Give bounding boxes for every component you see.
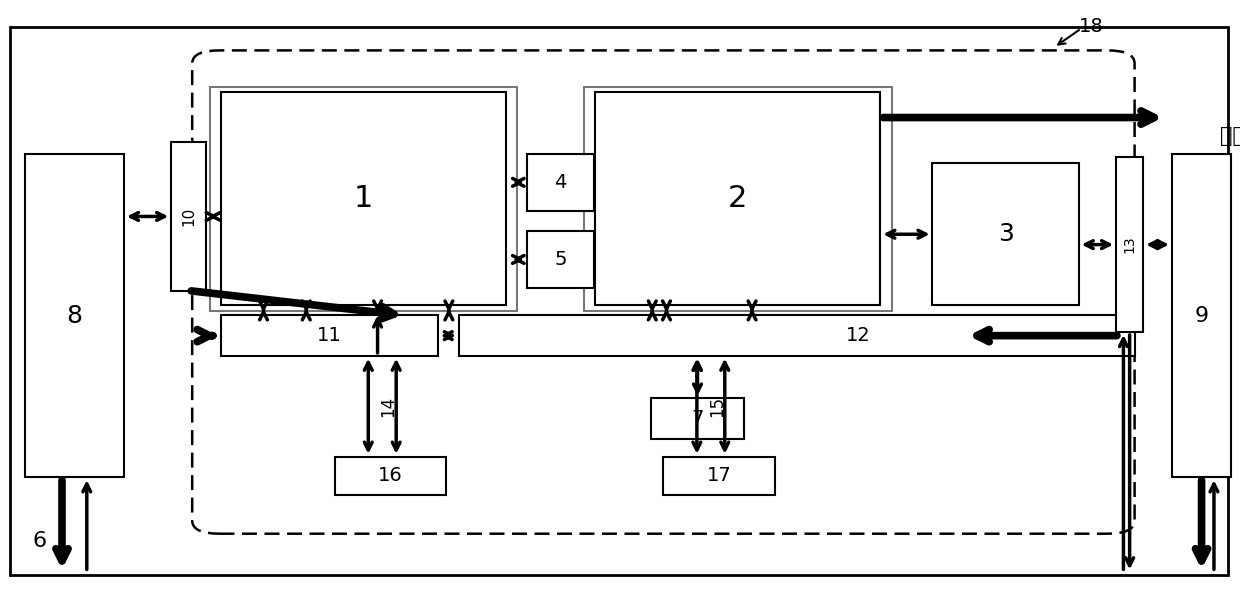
Text: 15: 15 — [708, 396, 727, 417]
Text: 6: 6 — [32, 531, 46, 551]
Bar — [210, 87, 517, 311]
Bar — [595, 92, 880, 305]
Bar — [221, 315, 438, 356]
Text: 13: 13 — [1122, 236, 1137, 253]
Bar — [584, 87, 892, 311]
Text: 14: 14 — [379, 396, 398, 417]
Text: 5: 5 — [554, 250, 567, 269]
Bar — [1116, 157, 1143, 332]
Bar — [1172, 154, 1231, 477]
Text: 7: 7 — [692, 409, 703, 428]
Bar — [335, 457, 446, 495]
Text: 2: 2 — [728, 184, 748, 213]
Text: 10: 10 — [181, 207, 196, 226]
Text: 12: 12 — [847, 326, 870, 345]
Text: 18: 18 — [1079, 17, 1104, 36]
Text: 3: 3 — [998, 222, 1013, 246]
Text: 17: 17 — [707, 466, 732, 486]
Text: 8: 8 — [67, 304, 82, 328]
Text: 1: 1 — [353, 184, 373, 213]
Bar — [651, 398, 744, 439]
Bar — [527, 231, 594, 288]
Text: 11: 11 — [317, 326, 341, 345]
Text: 16: 16 — [378, 466, 403, 486]
Text: 9: 9 — [1194, 306, 1209, 326]
Bar — [932, 163, 1079, 305]
Bar — [459, 315, 1135, 356]
Text: 显示: 显示 — [1220, 126, 1240, 146]
Bar — [663, 457, 775, 495]
Bar — [527, 154, 594, 211]
Bar — [171, 142, 206, 291]
Bar — [25, 154, 124, 477]
Text: 4: 4 — [554, 173, 567, 192]
Bar — [221, 92, 506, 305]
